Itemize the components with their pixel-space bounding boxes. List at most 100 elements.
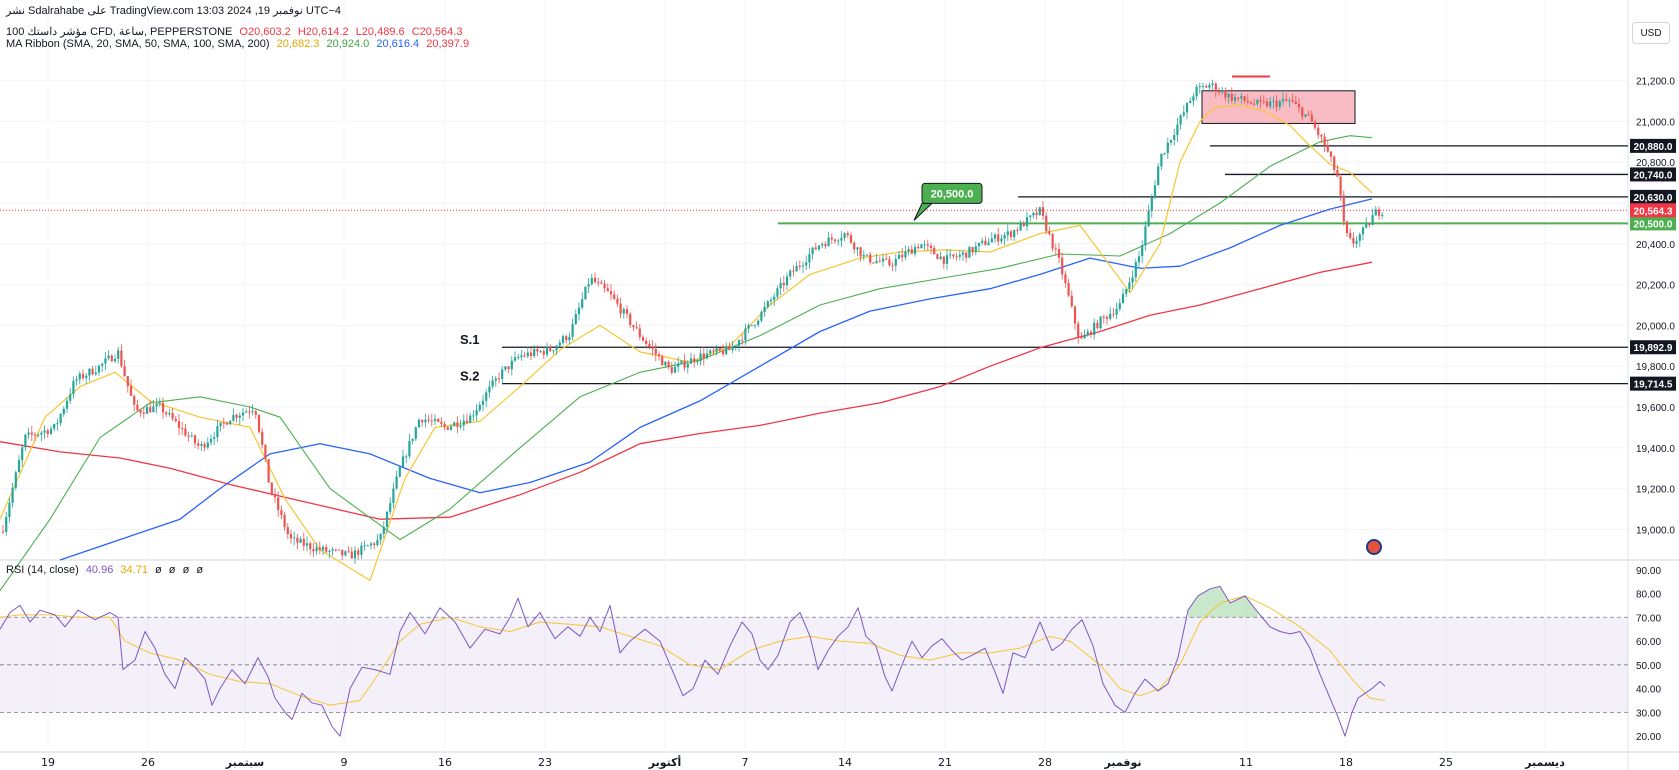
candle-body (753, 324, 757, 326)
candle-body (965, 252, 968, 258)
candle-body (1054, 248, 1057, 250)
rsi-title[interactable]: RSI (14, close) (6, 564, 79, 576)
candle-body (123, 366, 126, 377)
candle-body (27, 432, 30, 435)
candle-body (261, 431, 264, 445)
candle-body (1150, 197, 1153, 211)
candle-body (782, 282, 785, 286)
candle-body (213, 437, 216, 440)
symbol-name[interactable]: 100 مؤشر داستك CFD, ساعة, PEPPERSTONE (6, 26, 233, 38)
candle-body (1070, 295, 1073, 307)
ma-ribbon-label[interactable]: MA Ribbon (SMA, 20, SMA, 50, SMA, 100, S… (6, 38, 270, 50)
candle-body (1157, 166, 1160, 186)
candle-body (1278, 101, 1281, 107)
candle-body (1272, 100, 1275, 102)
candle-body (1029, 215, 1032, 218)
candle-body (427, 419, 430, 421)
candle-body (1230, 93, 1233, 101)
ma-ribbon-legend: MA Ribbon (SMA, 20, SMA, 50, SMA, 100, S… (6, 38, 473, 50)
candle-body (1003, 235, 1006, 239)
candle-body (1317, 127, 1320, 136)
candle-body (913, 247, 917, 254)
candle-body (1221, 90, 1224, 93)
candle-body (171, 413, 174, 419)
candle-body (379, 533, 382, 540)
candle-body (885, 258, 888, 260)
candle-body (766, 301, 769, 307)
price-tick-label: 21,200.0 (1636, 77, 1675, 88)
rsi-tick-label: 20.00 (1636, 732, 1661, 743)
candle-body (1342, 195, 1345, 222)
candle-body (718, 348, 721, 351)
candle-body (1077, 323, 1080, 338)
candle-body (69, 394, 72, 401)
clock-icon[interactable] (1366, 539, 1382, 555)
candle-body (1057, 249, 1061, 258)
candle-body (437, 419, 440, 422)
candle-body (654, 349, 657, 355)
candle-body (94, 372, 97, 375)
candle-body (1307, 114, 1310, 116)
candle-body (1173, 135, 1176, 140)
candle-body (49, 428, 53, 434)
ohlc-high: H20,614.2 (297, 26, 349, 38)
candle-body (56, 423, 59, 425)
candle-body (1246, 100, 1249, 103)
candle-body (321, 546, 325, 551)
candle-body (43, 430, 46, 433)
level-price-tag (1630, 376, 1676, 391)
candle-body (789, 270, 792, 277)
level-price-label: 20,880.0 (1634, 142, 1673, 153)
support-annotation: S.1 (460, 332, 480, 347)
candle-body (593, 277, 597, 283)
candle-body (1365, 223, 1368, 228)
candle-body (133, 395, 136, 405)
candle-body (1121, 293, 1125, 304)
time-tick-label: 7 (742, 756, 749, 769)
candle-body (1205, 86, 1208, 88)
price-tick-label: 21,000.0 (1636, 117, 1675, 128)
candle-body (104, 358, 107, 364)
candle-body (398, 466, 401, 477)
candle-body (267, 459, 270, 483)
candle-body (1355, 240, 1358, 244)
currency-button[interactable]: USD (1632, 22, 1670, 44)
candle-body (1109, 313, 1112, 319)
candle-body (920, 244, 923, 249)
time-tick-label: 9 (341, 756, 348, 769)
series-layer (0, 79, 1386, 737)
rsi-extra-3: ø (182, 564, 190, 576)
candle-body (360, 545, 363, 555)
ma50-line (0, 135, 1373, 591)
candle-body (1237, 97, 1240, 99)
candle-body (1249, 102, 1253, 104)
candle-body (670, 367, 673, 373)
candle-body (625, 309, 629, 314)
candle-body (984, 240, 987, 246)
candle-body (853, 242, 856, 250)
candle-body (821, 244, 824, 246)
candle-body (961, 252, 965, 255)
level-price-label: 20,630.0 (1634, 193, 1673, 204)
candle-body (161, 402, 165, 413)
candle-body (1189, 100, 1192, 104)
candle-body (1144, 226, 1147, 246)
rsi-extra-2: ø (168, 564, 176, 576)
publish-info: نشر Sdalrahabe على TradingView.com 13:03… (6, 4, 345, 17)
candle-body (395, 476, 398, 489)
price-tick-label: 20,000.0 (1636, 321, 1675, 332)
candle-body (552, 350, 555, 352)
candle-body (1166, 142, 1169, 154)
candle-body (24, 434, 27, 448)
level-price-tag (1630, 216, 1676, 231)
candle-body (677, 363, 680, 367)
candle-body (1352, 237, 1355, 244)
candle-body (193, 435, 197, 444)
candle-body (699, 353, 702, 362)
candle-body (456, 422, 459, 427)
candle-body (689, 358, 693, 364)
candle-body (1089, 331, 1093, 335)
candle-body (373, 543, 376, 546)
candle-body (849, 235, 853, 243)
